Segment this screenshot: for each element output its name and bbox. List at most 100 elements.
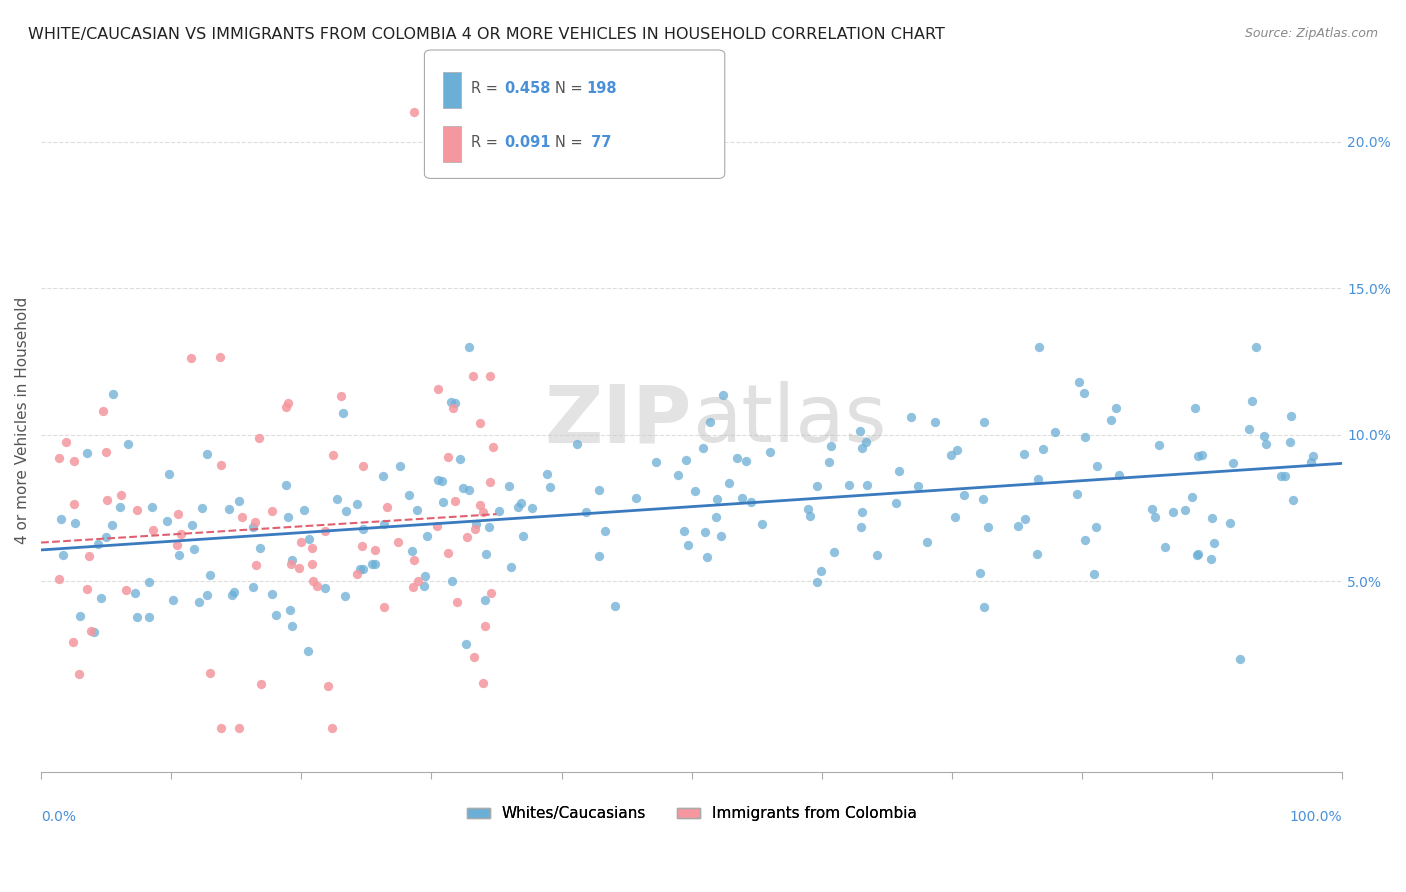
Point — [1201, 511, 1223, 525]
Legend: Whites/Caucasians, Immigrants from Colombia: Whites/Caucasians, Immigrants from Colom… — [461, 800, 922, 828]
Point — [1184, 401, 1206, 415]
Point — [441, 401, 464, 415]
Point — [1161, 505, 1184, 519]
Point — [866, 548, 889, 562]
Point — [451, 481, 474, 495]
Point — [1222, 456, 1244, 470]
Point — [350, 539, 373, 553]
Point — [900, 409, 922, 424]
Point — [389, 458, 412, 473]
Point — [1279, 409, 1302, 423]
Point — [672, 524, 695, 538]
Point — [806, 574, 828, 589]
Point — [162, 592, 184, 607]
Point — [1073, 533, 1095, 547]
Point — [820, 439, 842, 453]
Point — [512, 529, 534, 543]
Point — [1229, 652, 1251, 666]
Text: 100.0%: 100.0% — [1289, 810, 1343, 824]
Point — [538, 480, 561, 494]
Point — [364, 558, 387, 572]
Point — [915, 534, 938, 549]
Point — [457, 483, 479, 497]
Point — [1085, 459, 1108, 474]
Point — [335, 504, 357, 518]
Point — [138, 610, 160, 624]
Point — [470, 416, 492, 430]
Point — [352, 459, 374, 474]
Point — [222, 585, 245, 599]
Point — [692, 441, 714, 455]
Point — [1185, 549, 1208, 563]
Point — [195, 447, 218, 461]
Point — [301, 541, 323, 555]
Point — [48, 451, 70, 466]
Point — [887, 464, 910, 478]
Point — [1026, 547, 1049, 561]
Point — [321, 721, 343, 735]
Point — [198, 567, 221, 582]
Point — [946, 443, 969, 458]
Point — [711, 388, 734, 402]
Point — [167, 548, 190, 562]
Point — [624, 491, 647, 505]
Point — [676, 538, 699, 552]
Point — [242, 580, 264, 594]
Point — [242, 520, 264, 534]
Point — [322, 448, 344, 462]
Point — [479, 475, 502, 490]
Point — [245, 558, 267, 573]
Point — [103, 387, 125, 401]
Point — [48, 572, 70, 586]
Point — [364, 543, 387, 558]
Point — [1174, 503, 1197, 517]
Text: WHITE/CAUCASIAN VS IMMIGRANTS FROM COLOMBIA 4 OR MORE VEHICLES IN HOUSEHOLD CORR: WHITE/CAUCASIAN VS IMMIGRANTS FROM COLOM… — [28, 27, 945, 42]
Point — [127, 503, 149, 517]
Point — [810, 564, 832, 578]
Point — [80, 624, 103, 638]
Text: 77: 77 — [586, 135, 612, 150]
Point — [1085, 520, 1108, 534]
Point — [1031, 442, 1053, 456]
Point — [1104, 401, 1126, 415]
Point — [1154, 540, 1177, 554]
Point — [245, 515, 267, 529]
Point — [1099, 413, 1122, 427]
Point — [851, 520, 873, 534]
Point — [1270, 468, 1292, 483]
Point — [1073, 386, 1095, 401]
Point — [675, 452, 697, 467]
Point — [187, 595, 209, 609]
Text: atlas: atlas — [692, 381, 886, 459]
Point — [856, 478, 879, 492]
Point — [440, 394, 463, 409]
Point — [277, 396, 299, 410]
Point — [228, 494, 250, 508]
Point — [117, 436, 139, 450]
Point — [465, 517, 488, 532]
Point — [218, 502, 240, 516]
Point — [180, 518, 202, 533]
Point — [352, 522, 374, 536]
Point — [1246, 340, 1268, 354]
Point — [1282, 492, 1305, 507]
Point — [305, 579, 328, 593]
Point — [110, 488, 132, 502]
Point — [475, 547, 498, 561]
Point — [402, 580, 425, 594]
Point — [973, 415, 995, 429]
Text: N =: N = — [555, 81, 588, 95]
Point — [430, 474, 453, 488]
Text: N =: N = — [555, 135, 588, 150]
Point — [725, 451, 748, 466]
Point — [406, 503, 429, 517]
Point — [1187, 449, 1209, 463]
Point — [427, 382, 450, 396]
Point — [169, 526, 191, 541]
Point — [65, 516, 87, 531]
Point — [567, 437, 589, 451]
Point — [415, 569, 437, 583]
Point — [315, 524, 337, 538]
Point — [62, 635, 84, 649]
Point — [377, 500, 399, 514]
